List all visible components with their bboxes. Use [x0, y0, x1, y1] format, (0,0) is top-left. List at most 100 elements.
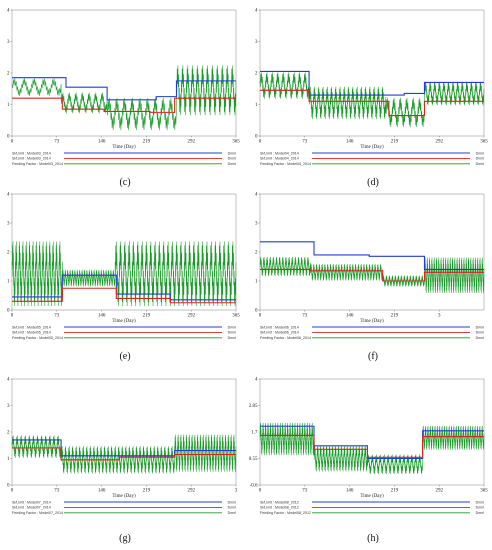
caption-f: (f) — [368, 351, 378, 362]
legend-label: Feeding Factor : Model07_2014 — [12, 511, 63, 515]
x-tick-label: 0 — [11, 140, 14, 145]
legend-unit: Dmnl — [228, 500, 237, 504]
chart-panel-f: 0 1 2 3 4 0 73 146 219 3 Time (Day) SI/Limit : Mode… — [250, 190, 490, 350]
series-si-limit-blue-line — [12, 77, 236, 101]
x-tick-label: 292 — [187, 140, 195, 145]
series-si-limit-red-line — [12, 97, 236, 113]
x-tick-label: 73 — [302, 489, 308, 494]
legend-unit: Dmnl — [476, 511, 485, 515]
x-tick-label: 146 — [346, 489, 354, 494]
x-tick-label: 146 — [346, 314, 354, 319]
plot-frame — [259, 378, 485, 486]
x-tick-label: 3 — [438, 314, 441, 319]
y-tick-label: 2 — [255, 251, 258, 256]
y-tick-label: 4 — [255, 193, 258, 198]
x-tick-label: 73 — [302, 140, 308, 145]
x-axis-label: Time (Day) — [112, 319, 136, 324]
legend-label: SI/Limit : Model08_2012 — [260, 500, 299, 504]
y-tick-label: 0 — [7, 484, 10, 489]
legend-label: SI/Limit : Model05_2014 — [12, 331, 51, 335]
y-tick-label: 2 — [7, 431, 10, 436]
legend-unit: Dmnl — [228, 506, 237, 510]
y-tick-label: 0 — [7, 309, 10, 314]
chart-svg-c: 0 1 2 3 4 0 73 146 219 292 365 Time (Day) SI/Limit :… — [7, 9, 240, 166]
legend-label: SI/Limit : Model04_2014 — [260, 157, 299, 161]
x-tick-label: 292 — [435, 489, 443, 494]
chart-panel-g: 0 1 2 3 4 0 73 146 219 292 3 Time (Day) SI/Limit : M… — [2, 375, 242, 525]
legend-unit: Dmnl — [476, 325, 485, 329]
legend-unit: Dmnl — [476, 336, 485, 340]
x-tick-label: 146 — [346, 140, 354, 145]
x-axis-label: Time (Day) — [112, 145, 136, 150]
y-tick-label: 1 — [255, 103, 258, 108]
legend-label: Feeding Factor : Model06_2014 — [260, 336, 311, 340]
y-tick-label: 4 — [7, 193, 10, 198]
x-tick-label: 3 — [235, 489, 238, 494]
x-tick-label: 292 — [187, 489, 195, 494]
legend-unit: Dmnl — [228, 162, 237, 166]
legend-unit: Dmnl — [476, 500, 485, 504]
x-tick-label: 219 — [391, 140, 399, 145]
y-tick-label: 3 — [7, 40, 10, 45]
x-tick-label: 146 — [98, 489, 106, 494]
legend-label: SI/Limit : Model03_2014 — [12, 151, 51, 155]
chart-panel-e: 0 1 2 3 4 0 73 146 219 292 365 Time (Day) SI/Limit :… — [2, 190, 242, 350]
legend-unit: Dmnl — [476, 506, 485, 510]
y-tick-label: 4 — [255, 9, 258, 14]
y-tick-label: 1 — [7, 280, 10, 285]
x-tick-label: 0 — [259, 314, 262, 319]
legend-label: SI/Limit : Model05_2014 — [12, 325, 51, 329]
x-tick-label: 365 — [232, 314, 240, 319]
y-tick-label: 3 — [7, 222, 10, 227]
series-si-limit-red-line — [12, 287, 236, 304]
caption-d: (d) — [367, 177, 379, 188]
legend-label: Feeding Factor : Model08_2012 — [260, 511, 311, 515]
y-tick-label: 0 — [7, 135, 10, 140]
series-si-limit-blue-line — [260, 70, 484, 96]
series-feeding-factor-line — [259, 72, 485, 128]
chart-svg-d: 0 1 2 3 4 0 73 146 219 292 365 Time (Day) SI/Limit :… — [255, 9, 488, 166]
legend-label: Feeding Factor : Model04_2014 — [260, 162, 311, 166]
legend-label: Feeding Factor : Model03_2014 — [12, 162, 63, 166]
y-tick-label: 1.7 — [251, 431, 258, 436]
y-tick-label: 0.55 — [249, 457, 258, 462]
chart-panel-c: 0 1 2 3 4 0 73 146 219 292 365 Time (Day) SI/Limit :… — [2, 6, 242, 176]
chart-svg-h: -0.6 0.55 1.7 2.85 4 0 73 146 219 292 365 Time (Day… — [249, 378, 489, 515]
series-si-limit-blue-line — [12, 439, 236, 457]
legend-label: SI/Limit : Model06_2014 — [260, 325, 299, 329]
legend-label: SI/Limit : Model08_2012 — [260, 506, 299, 510]
chart-svg-f: 0 1 2 3 4 0 73 146 219 3 Time (Day) SI/Limit : Mode… — [255, 193, 485, 340]
legend-label: SI/Limit : Model04_2014 — [260, 151, 299, 155]
x-tick-label: 365 — [480, 489, 488, 494]
series-feeding-factor-line — [259, 256, 485, 293]
legend-unit: Dmnl — [228, 151, 237, 155]
x-tick-label: 292 — [435, 140, 443, 145]
x-tick-label: 146 — [98, 314, 106, 319]
x-axis-label: Time (Day) — [360, 319, 384, 324]
chart-panel-h: -0.6 0.55 1.7 2.85 4 0 73 146 219 292 365 Time (Day… — [249, 375, 490, 525]
y-tick-label: 1 — [7, 457, 10, 462]
series-si-limit-red-line — [260, 434, 484, 458]
legend-label: SI/Limit : Model07_2014 — [12, 506, 51, 510]
x-tick-label: 219 — [143, 489, 151, 494]
x-axis-label: Time (Day) — [360, 494, 384, 499]
plot-frame — [259, 193, 485, 311]
x-tick-label: 0 — [259, 489, 262, 494]
y-tick-label: 4 — [255, 378, 258, 383]
x-tick-label: 292 — [187, 314, 195, 319]
series-si-limit-red-line — [260, 89, 484, 117]
caption-g: (g) — [119, 533, 131, 544]
x-tick-label: 365 — [232, 140, 240, 145]
caption-e: (e) — [119, 351, 131, 362]
y-tick-label: 1 — [255, 280, 258, 285]
caption-c: (c) — [119, 177, 131, 188]
legend-unit: Dmnl — [476, 331, 485, 335]
x-tick-label: 0 — [259, 140, 262, 145]
x-tick-label: 219 — [143, 140, 151, 145]
legend-label: Feeding Factor : Model05_2014 — [12, 336, 63, 340]
legend-label: SI/Limit : Model06_2014 — [260, 331, 299, 335]
x-tick-label: 0 — [11, 314, 14, 319]
y-tick-label: 4 — [7, 9, 10, 14]
series-si-limit-red-line — [260, 268, 484, 282]
x-tick-label: 73 — [302, 314, 308, 319]
